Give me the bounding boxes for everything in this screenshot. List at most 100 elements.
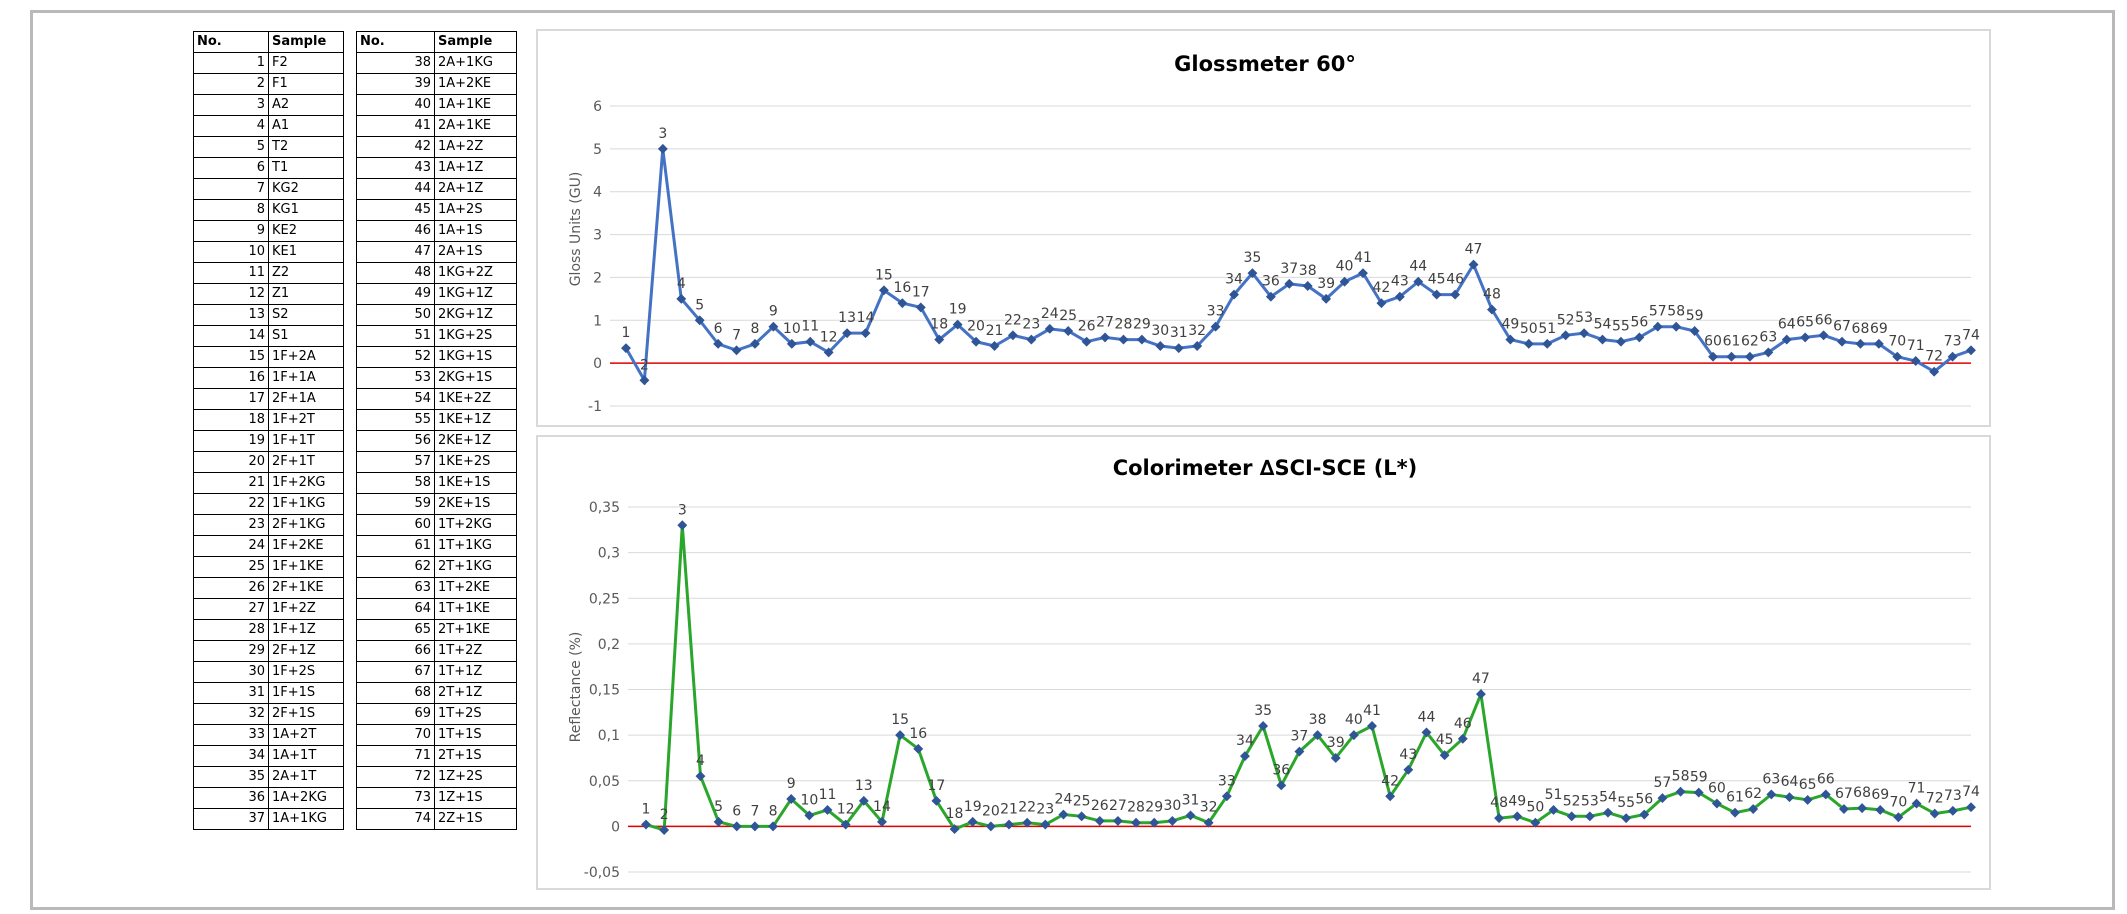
data-label: 72 [1925, 349, 1943, 365]
data-label: 60 [1704, 334, 1722, 350]
table-row: 4 A1 [193, 115, 344, 137]
data-point [1276, 780, 1287, 791]
sample-number-cell: 47 [356, 241, 435, 263]
data-label: 6 [714, 321, 723, 337]
sample-number-cell: 26 [193, 577, 269, 599]
data-label: 65 [1796, 314, 1814, 330]
data-label: 45 [1428, 272, 1446, 288]
data-point [1566, 811, 1577, 822]
y-tick-label: 3 [593, 228, 602, 244]
data-label: 63 [1759, 329, 1777, 345]
data-point [822, 805, 833, 815]
data-label: 19 [964, 799, 982, 815]
data-point [1265, 291, 1276, 302]
data-point [915, 302, 926, 313]
sample-name-cell: 1A+1T [268, 745, 344, 767]
data-label: 21 [1000, 802, 1018, 818]
sample-number-cell: 59 [356, 493, 435, 515]
table-row: 71 2T+1S [356, 745, 517, 767]
sample-number-cell: 50 [356, 304, 435, 326]
sample-name-cell: 1A+1Z [434, 157, 517, 179]
data-point [786, 794, 797, 804]
chart-title: Glossmeter 60° [1174, 52, 1356, 76]
data-point [1421, 727, 1432, 738]
table-row: 28 1F+1Z [193, 619, 344, 641]
table-row: 57 1KE+2S [356, 451, 517, 473]
data-point [1818, 330, 1829, 341]
data-label: 44 [1409, 259, 1427, 275]
sample-name-cell: 2F+1KE [268, 577, 344, 599]
sample-number-cell: 23 [193, 514, 269, 536]
data-point [1294, 746, 1305, 757]
table-row: 2 F1 [193, 73, 344, 95]
sample-name-cell: 1KG+1S [434, 346, 517, 368]
data-point [1548, 805, 1559, 815]
data-point [1748, 804, 1759, 814]
data-label: 7 [732, 327, 741, 343]
data-point [731, 345, 742, 356]
gridlines [610, 105, 1971, 407]
data-point [805, 336, 816, 347]
data-label: 42 [1372, 280, 1390, 296]
sample-name-cell: 1T+2KE [434, 577, 517, 599]
sample-number-cell: 64 [356, 598, 435, 620]
sample-name-cell: T2 [268, 136, 344, 158]
data-point [1621, 813, 1632, 824]
sample-number-cell: 70 [356, 724, 435, 746]
sample-number-cell: 22 [193, 493, 269, 515]
data-label: 28 [1115, 317, 1133, 333]
sample-number-cell: 45 [356, 199, 435, 221]
sample-name-cell: 1KE+2Z [434, 388, 517, 410]
table-row: 33 1A+2T [193, 724, 344, 746]
data-point [659, 825, 670, 835]
sample-name-cell: 2A+1KG [434, 52, 517, 74]
data-point [1873, 338, 1884, 349]
sample-name-cell: KG2 [268, 178, 344, 200]
data-point [967, 816, 978, 827]
data-point [1766, 789, 1777, 800]
table-row: 22 1F+1KG [193, 493, 344, 515]
sample-name-cell: 1T+1KE [434, 598, 517, 620]
data-label: 18 [946, 806, 964, 822]
data-point [731, 821, 742, 832]
data-label: 64 [1778, 317, 1796, 333]
sample-number-cell: 37 [193, 808, 269, 830]
sample-number-cell: 62 [356, 556, 435, 578]
sample-name-cell: 1F+1Z [268, 619, 344, 641]
data-point [971, 336, 982, 347]
table-row: 21 1F+2KG [193, 472, 344, 494]
table-row: 37 1A+1KG [193, 808, 344, 830]
y-axis-label: Gloss Units (GU) [568, 172, 584, 287]
data-point [1413, 276, 1424, 287]
table-row: 34 1A+1T [193, 745, 344, 767]
sample-number-cell: 69 [356, 703, 435, 725]
sample-name-cell: 2A+1T [268, 766, 344, 788]
data-label: 6 [732, 803, 741, 819]
data-label: 9 [787, 776, 796, 792]
table-row: 41 2A+1KE [356, 115, 517, 137]
sample-number-cell: 2 [193, 73, 269, 95]
data-point [1837, 336, 1847, 347]
data-point [858, 795, 869, 806]
data-point [713, 338, 724, 349]
sample-number-cell: 65 [356, 619, 435, 641]
sample-name-cell: 1F+2Z [268, 598, 344, 620]
sample-name-cell: 1A+2T [268, 724, 344, 746]
data-point [1004, 819, 1014, 830]
data-label: 25 [1073, 793, 1091, 809]
sample-name-cell: 1KG+2Z [434, 262, 517, 284]
data-label: 50 [1526, 800, 1544, 816]
table-row: 48 1KG+2Z [356, 262, 517, 284]
sample-name-cell: 1T+1S [434, 724, 517, 746]
data-label: 51 [1545, 787, 1563, 803]
data-label: 12 [820, 329, 838, 345]
data-label: 43 [1399, 747, 1417, 763]
table-row: 5 T2 [193, 136, 344, 158]
sample-name-cell: 1F+2KG [268, 472, 344, 494]
sample-number-cell: 21 [193, 472, 269, 494]
sample-number-cell: 16 [193, 367, 269, 389]
data-label: 37 [1280, 261, 1298, 277]
data-point [1081, 336, 1092, 347]
data-label: 54 [1599, 790, 1617, 806]
sample-number-cell: 14 [193, 325, 269, 347]
